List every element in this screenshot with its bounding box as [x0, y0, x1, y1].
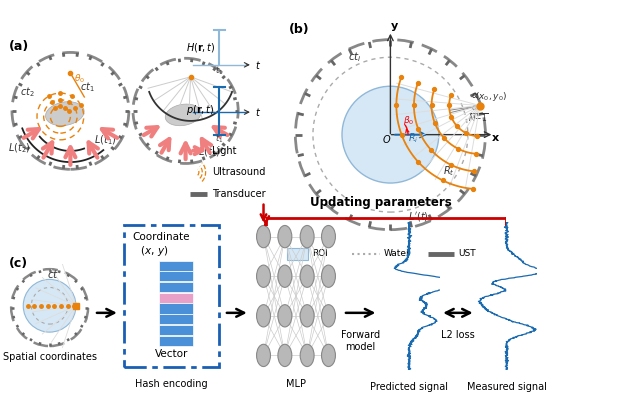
Circle shape: [321, 344, 335, 367]
Text: $\mathbf{y}$: $\mathbf{y}$: [390, 21, 399, 33]
Bar: [159, 271, 193, 282]
Text: $O$: $O$: [383, 133, 392, 145]
Text: Updating parameters: Updating parameters: [310, 196, 452, 209]
Text: Predicted signal: Predicted signal: [371, 382, 448, 392]
Text: (c): (c): [8, 257, 28, 270]
Text: Water: Water: [384, 249, 411, 259]
Circle shape: [321, 225, 335, 248]
Text: $(x,\,y)$: $(x,\,y)$: [140, 244, 169, 259]
Text: ROI: ROI: [312, 249, 328, 259]
Text: $L(t_1)$: $L(t_1)$: [94, 133, 116, 147]
FancyBboxPatch shape: [124, 225, 220, 367]
Text: $t_1$: $t_1$: [215, 132, 223, 145]
Circle shape: [278, 305, 292, 327]
Text: $ct_1$: $ct_1$: [81, 80, 95, 93]
Circle shape: [278, 265, 292, 287]
Bar: [159, 314, 193, 324]
Text: Coordinate: Coordinate: [132, 232, 189, 242]
Circle shape: [278, 344, 292, 367]
Text: $t$: $t$: [255, 106, 260, 118]
Bar: [159, 261, 193, 271]
Circle shape: [23, 280, 76, 332]
Text: Measured signal: Measured signal: [467, 382, 547, 392]
Circle shape: [257, 225, 271, 248]
Text: $\theta_0$: $\theta_0$: [74, 73, 85, 86]
Bar: [159, 335, 193, 346]
Bar: [159, 293, 193, 303]
Text: $t_1$: $t_1$: [215, 65, 223, 77]
Text: UST: UST: [458, 249, 476, 259]
Text: $L'(t)$: $L'(t)$: [408, 209, 429, 223]
Bar: [159, 303, 193, 314]
Text: MLP: MLP: [286, 379, 306, 389]
Text: $\alpha$: $\alpha$: [471, 103, 479, 112]
Circle shape: [342, 86, 439, 183]
Bar: [159, 282, 193, 292]
Circle shape: [257, 305, 271, 327]
Text: (b): (b): [289, 23, 310, 36]
Text: $\overline{M\!-\!1}$: $\overline{M\!-\!1}$: [468, 112, 488, 124]
Text: Vector: Vector: [155, 349, 188, 359]
Ellipse shape: [45, 102, 84, 126]
Text: Light: Light: [212, 146, 236, 156]
Text: $R_i$: $R_i$: [408, 132, 419, 145]
Text: Spatial coordinates: Spatial coordinates: [3, 352, 97, 362]
FancyBboxPatch shape: [287, 248, 308, 260]
Circle shape: [300, 225, 314, 248]
Text: $R_t$: $R_t$: [443, 164, 455, 178]
Text: $\alpha$: $\alpha$: [471, 91, 479, 100]
Text: $(x_0, y_0)$: $(x_0, y_0)$: [475, 90, 507, 103]
Circle shape: [321, 265, 335, 287]
Text: $L(t_2)$: $L(t_2)$: [8, 141, 31, 155]
Circle shape: [321, 305, 335, 327]
Circle shape: [300, 265, 314, 287]
Text: L2 loss: L2 loss: [441, 330, 475, 340]
Text: $ct_2$: $ct_2$: [20, 85, 35, 99]
Circle shape: [300, 344, 314, 367]
Text: $t$: $t$: [255, 59, 260, 71]
Text: Ultrasound: Ultrasound: [212, 167, 265, 177]
Circle shape: [278, 225, 292, 248]
Text: $ct$: $ct$: [47, 268, 59, 280]
Text: $\mathbf{x}$: $\mathbf{x}$: [492, 133, 500, 143]
Bar: [159, 325, 193, 335]
Text: $L(t_1)$: $L(t_1)$: [198, 145, 221, 159]
Text: $p(\mathbf{r},t)$: $p(\mathbf{r},t)$: [186, 103, 215, 116]
Ellipse shape: [165, 104, 201, 126]
Circle shape: [257, 344, 271, 367]
Text: $ct_i$: $ct_i$: [348, 50, 362, 64]
Text: (a): (a): [9, 40, 29, 53]
Text: $\beta_0$: $\beta_0$: [403, 114, 414, 127]
Circle shape: [300, 305, 314, 327]
Text: Transducer: Transducer: [212, 189, 265, 199]
Text: $H(\mathbf{r},t)$: $H(\mathbf{r},t)$: [186, 41, 216, 54]
Text: Forward
model: Forward model: [341, 330, 380, 352]
Text: Hash encoding: Hash encoding: [135, 379, 208, 389]
Circle shape: [257, 265, 271, 287]
